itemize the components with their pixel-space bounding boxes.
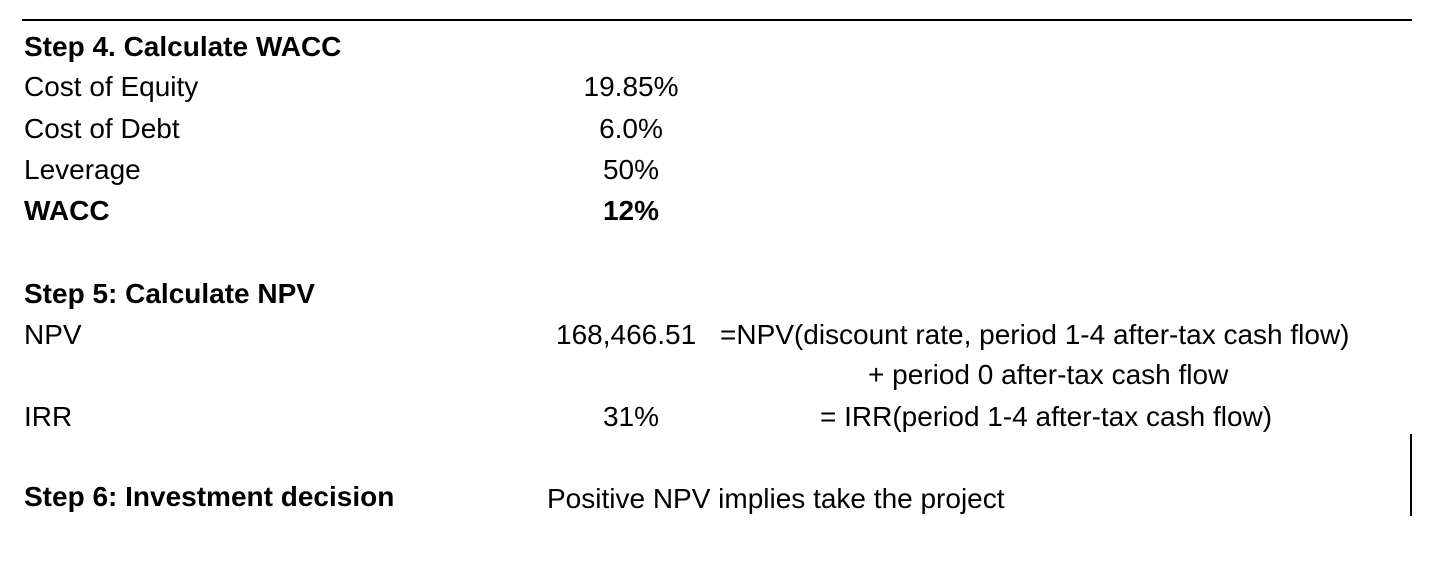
npv-value: 168,466.51 (556, 319, 697, 350)
irr-value: 31% (602, 401, 660, 432)
investment-decision-text: Positive NPV implies take the project (547, 483, 1005, 514)
npv-formula-line2: + period 0 after-tax cash flow (868, 359, 1229, 390)
right-border-line (1410, 434, 1412, 516)
leverage-value: 50% (602, 154, 660, 185)
cost-of-debt-value: 6.0% (599, 113, 663, 144)
npv-label: NPV (24, 319, 82, 350)
cost-of-equity-value: 19.85% (583, 71, 679, 102)
wacc-label: WACC (24, 195, 110, 226)
step5-heading: Step 5: Calculate NPV (24, 278, 315, 309)
npv-formula-line1: =NPV(discount rate, period 1-4 after-tax… (720, 319, 1350, 350)
step6-heading: Step 6: Investment decision (24, 481, 395, 512)
wacc-value: 12% (602, 195, 660, 226)
step4-heading: Step 4. Calculate WACC (24, 31, 342, 62)
leverage-label: Leverage (24, 154, 141, 185)
cost-of-debt-label: Cost of Debt (24, 113, 180, 144)
top-divider (22, 19, 1412, 21)
irr-label: IRR (24, 401, 73, 432)
irr-formula: = IRR(period 1-4 after-tax cash flow) (820, 401, 1273, 432)
cost-of-equity-label: Cost of Equity (24, 71, 199, 102)
